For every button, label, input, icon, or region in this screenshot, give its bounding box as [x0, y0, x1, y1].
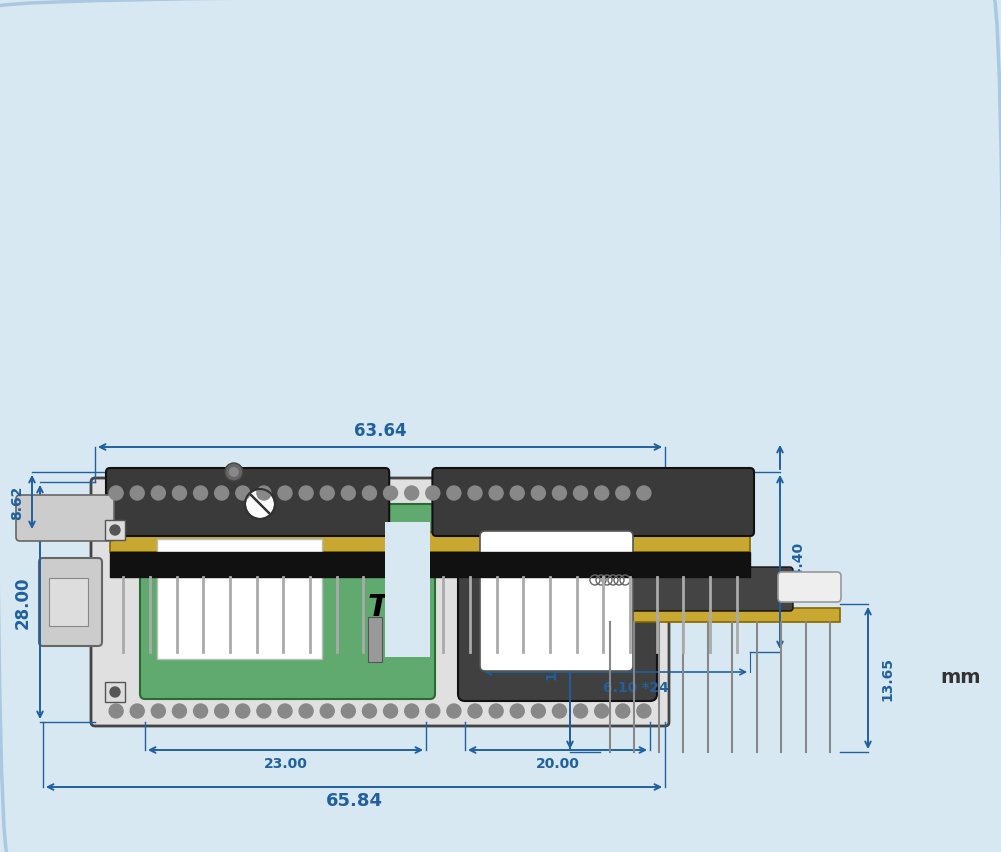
Circle shape [193, 704, 207, 718]
FancyBboxPatch shape [432, 469, 754, 537]
Text: 28.00: 28.00 [14, 576, 32, 629]
Text: 65.84: 65.84 [325, 791, 382, 809]
FancyBboxPatch shape [778, 573, 841, 602]
Circle shape [532, 704, 546, 718]
Bar [368, 618, 382, 662]
Circle shape [172, 486, 186, 500]
Circle shape [511, 704, 525, 718]
Circle shape [229, 468, 239, 477]
Circle shape [341, 486, 355, 500]
Circle shape [489, 704, 504, 718]
Circle shape [595, 704, 609, 718]
Circle shape [257, 704, 271, 718]
Circle shape [245, 489, 275, 520]
Bar [105, 521, 125, 540]
Circle shape [257, 486, 271, 500]
FancyBboxPatch shape [39, 558, 102, 646]
FancyBboxPatch shape [91, 479, 669, 726]
Circle shape [214, 486, 228, 500]
Circle shape [236, 486, 250, 500]
Circle shape [637, 486, 651, 500]
Bar [600, 608, 840, 622]
Bar [110, 552, 750, 578]
Text: mm: mm [940, 667, 981, 686]
Circle shape [425, 704, 439, 718]
Circle shape [553, 486, 567, 500]
Circle shape [110, 526, 120, 535]
Bar [49, 579, 88, 626]
Text: racker: racker [389, 617, 399, 647]
Text: 14.71: 14.71 [544, 636, 558, 679]
Circle shape [383, 486, 397, 500]
FancyBboxPatch shape [607, 567, 793, 611]
Circle shape [446, 704, 460, 718]
Circle shape [172, 704, 186, 718]
Circle shape [278, 486, 292, 500]
Text: 6.10 *24: 6.10 *24 [603, 680, 669, 694]
Circle shape [468, 486, 482, 500]
Circle shape [214, 704, 228, 718]
Circle shape [574, 486, 588, 500]
Circle shape [109, 486, 123, 500]
Circle shape [511, 486, 525, 500]
Circle shape [299, 704, 313, 718]
Circle shape [383, 704, 397, 718]
Text: 23.00: 23.00 [263, 756, 307, 770]
Bar [105, 682, 125, 702]
FancyBboxPatch shape [16, 495, 114, 541]
Circle shape [151, 704, 165, 718]
Text: 14.40: 14.40 [790, 540, 804, 584]
Text: 20.00: 20.00 [536, 756, 580, 770]
Circle shape [193, 486, 207, 500]
Circle shape [574, 704, 588, 718]
Circle shape [362, 704, 376, 718]
Bar [157, 539, 322, 659]
Circle shape [320, 704, 334, 718]
Circle shape [595, 486, 609, 500]
FancyBboxPatch shape [480, 532, 633, 671]
Circle shape [616, 704, 630, 718]
Text: 13.65: 13.65 [880, 656, 894, 700]
Circle shape [637, 704, 651, 718]
FancyBboxPatch shape [140, 504, 435, 699]
Circle shape [616, 486, 630, 500]
Circle shape [362, 486, 376, 500]
Text: 8.62: 8.62 [10, 486, 24, 520]
Circle shape [236, 704, 250, 718]
Circle shape [130, 486, 144, 500]
Text: Arduino-Compatible: Arduino-Compatible [409, 557, 415, 626]
FancyBboxPatch shape [106, 469, 389, 537]
Text: T: T [367, 592, 388, 621]
Circle shape [151, 486, 165, 500]
Bar [110, 532, 750, 552]
Circle shape [320, 486, 334, 500]
Circle shape [425, 486, 439, 500]
Circle shape [110, 688, 120, 697]
Circle shape [341, 704, 355, 718]
Circle shape [489, 486, 504, 500]
Circle shape [404, 486, 418, 500]
Circle shape [299, 486, 313, 500]
Text: 63.64: 63.64 [353, 422, 406, 440]
Circle shape [553, 704, 567, 718]
Circle shape [468, 704, 482, 718]
Circle shape [278, 704, 292, 718]
Circle shape [446, 486, 460, 500]
Circle shape [130, 704, 144, 718]
Circle shape [225, 463, 243, 481]
Circle shape [532, 486, 546, 500]
Circle shape [109, 704, 123, 718]
Circle shape [404, 704, 418, 718]
Bar [385, 522, 430, 657]
FancyBboxPatch shape [458, 503, 657, 701]
Text: LoRaGNSS: LoRaGNSS [395, 573, 401, 610]
